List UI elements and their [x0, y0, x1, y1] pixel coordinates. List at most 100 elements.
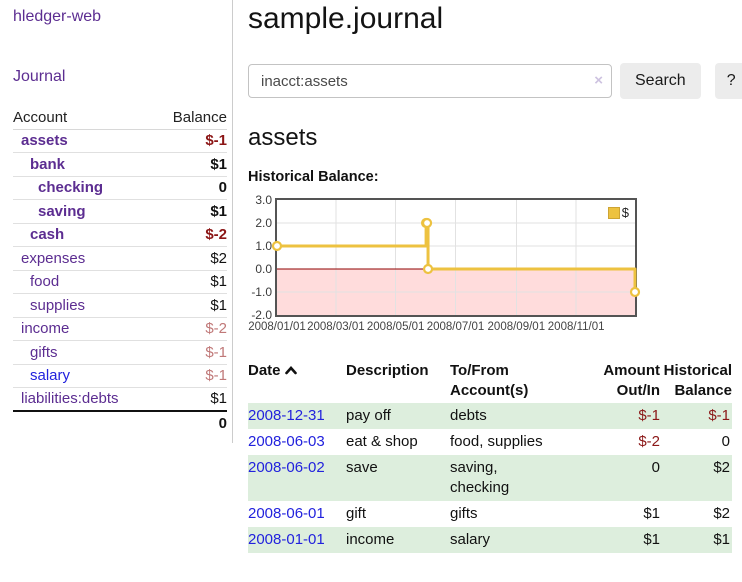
clear-search-icon[interactable]: × [594, 72, 603, 89]
account-link[interactable]: salary [30, 367, 71, 385]
account-balance: 0 [218, 179, 227, 197]
historical-balance-chart: $ 3.0 2.0 1.0 0.0 -1.0 -2.0 2008/01/01 2008/03/… [248, 193, 732, 344]
transaction-balance: $2 [713, 505, 730, 522]
column-header-amount: Amount Out/In [603, 362, 660, 399]
sidebar-account-row: liabilities:debts $1 [13, 388, 227, 412]
account-balance: $-2 [205, 320, 227, 338]
transaction-accounts: saving, checking [450, 459, 510, 496]
sidebar-account-row: supplies $1 [13, 294, 227, 318]
account-link[interactable]: food [30, 273, 60, 291]
main-content: sample.journal × Search ? assets Histori… [248, 0, 742, 553]
account-page-title: assets [248, 124, 318, 151]
sort-ascending-icon [284, 361, 297, 381]
register-row: 2008-06-02 save saving, checking 0 $2 [248, 455, 732, 501]
chart-legend: $ [605, 204, 631, 221]
account-column-header: Account [13, 108, 68, 126]
sidebar-account-row: salary $-1 [13, 365, 227, 388]
column-header-description: Description [346, 362, 429, 379]
transaction-accounts: gifts [450, 505, 478, 522]
register-row: 2008-06-01 gift gifts $1 $2 [248, 501, 732, 527]
column-header-balance: Historical Balance [663, 362, 732, 399]
register-header-row: Date Description To/From Account(s) Amoun… [248, 359, 732, 403]
register-table: Date Description To/From Account(s) Amoun… [248, 359, 732, 553]
chart-canvas [271, 200, 641, 315]
account-table-header: Account Balance [13, 106, 227, 130]
account-balance: $1 [210, 202, 227, 220]
y-axis-tick-label: 0.0 [255, 262, 272, 276]
transaction-amount: $-2 [638, 433, 660, 450]
transaction-description: eat & shop [346, 433, 418, 450]
sidebar-account-row: saving $1 [13, 200, 227, 224]
sidebar-item-journal[interactable]: Journal [13, 68, 66, 85]
account-link[interactable]: supplies [30, 296, 86, 314]
transaction-date-link[interactable]: 2008-06-02 [248, 459, 325, 476]
transaction-description: income [346, 531, 395, 548]
transaction-amount: $-1 [638, 407, 660, 424]
register-row: 2008-06-03 eat & shop food, supplies $-2… [248, 429, 732, 455]
column-header-accounts: To/From Account(s) [450, 362, 529, 399]
account-link[interactable]: saving [38, 202, 86, 220]
transaction-accounts: salary [450, 531, 491, 548]
column-header-date[interactable]: Date [248, 359, 346, 403]
search-input[interactable] [248, 64, 612, 98]
transaction-date-link[interactable]: 2008-06-01 [248, 505, 325, 522]
x-axis-tick-label: 2008/09/01 [487, 321, 546, 333]
x-axis-tick-label: 2008/01/01 [248, 321, 306, 333]
sidebar: hledger-web Journal Account Balance asse… [0, 0, 233, 443]
chart-label: Historical Balance: [248, 169, 379, 185]
account-balance: $1 [210, 390, 227, 408]
account-balance: $-1 [205, 367, 227, 385]
account-link[interactable]: bank [30, 155, 66, 173]
account-link[interactable]: liabilities:debts [21, 390, 119, 408]
chart-plot-area: $ [271, 198, 641, 317]
brand-link[interactable]: hledger-web [13, 8, 102, 25]
x-axis-tick-label: 2008/05/01 [366, 321, 425, 333]
sidebar-account-row: cash $-2 [13, 224, 227, 247]
sidebar-account-row: checking 0 [13, 177, 227, 200]
sidebar-account-row: gifts $-1 [13, 341, 227, 365]
y-axis-tick-label: -2.0 [251, 308, 272, 322]
y-axis-tick-label: 1.0 [255, 239, 272, 253]
transaction-balance: 0 [721, 433, 730, 450]
account-balance: $1 [210, 155, 227, 173]
search-form: × Search ? [248, 63, 742, 99]
account-balance: $1 [210, 273, 227, 291]
account-link[interactable]: assets [21, 132, 68, 150]
transaction-amount: 0 [651, 459, 660, 476]
sidebar-account-row: income $-2 [13, 318, 227, 341]
transaction-date-link[interactable]: 2008-01-01 [248, 531, 325, 548]
y-axis-tick-label: 2.0 [255, 216, 272, 230]
account-link[interactable]: cash [30, 226, 65, 244]
account-link[interactable]: expenses [21, 249, 86, 267]
register-row: 2008-12-31 pay off debts $-1 $-1 [248, 403, 732, 429]
balance-column-header: Balance [172, 108, 227, 126]
sidebar-account-row: expenses $2 [13, 247, 227, 271]
help-button[interactable]: ? [714, 63, 742, 99]
transaction-description: save [346, 459, 378, 476]
y-axis-tick-label: 3.0 [255, 193, 272, 207]
x-axis-tick-label: 2008/03/01 [307, 321, 365, 333]
x-axis-tick-label: 2008/11/01 [547, 321, 605, 333]
transaction-amount: $1 [643, 531, 660, 548]
account-balance-table: Account Balance assets $-1 bank $1 check… [13, 106, 227, 435]
account-link[interactable]: income [21, 320, 70, 338]
account-balance: $2 [210, 249, 227, 267]
transaction-amount: $1 [643, 505, 660, 522]
transaction-date-link[interactable]: 2008-06-03 [248, 433, 325, 450]
account-link[interactable]: checking [38, 179, 104, 197]
legend-label: $ [621, 205, 629, 220]
page-title: sample.journal [248, 2, 444, 35]
balance-total-row: 0 [13, 412, 227, 436]
legend-swatch-icon [607, 206, 620, 219]
transaction-description: pay off [346, 407, 391, 424]
account-balance: $-1 [205, 343, 227, 361]
transaction-balance: $-1 [708, 407, 730, 424]
transaction-accounts: debts [450, 407, 487, 424]
sidebar-account-row: bank $1 [13, 153, 227, 177]
search-button[interactable]: Search [620, 63, 701, 99]
account-balance: $1 [210, 296, 227, 314]
account-balance: $-2 [205, 226, 227, 244]
account-link[interactable]: gifts [30, 343, 58, 361]
transaction-balance: $1 [713, 531, 730, 548]
transaction-date-link[interactable]: 2008-12-31 [248, 407, 325, 424]
